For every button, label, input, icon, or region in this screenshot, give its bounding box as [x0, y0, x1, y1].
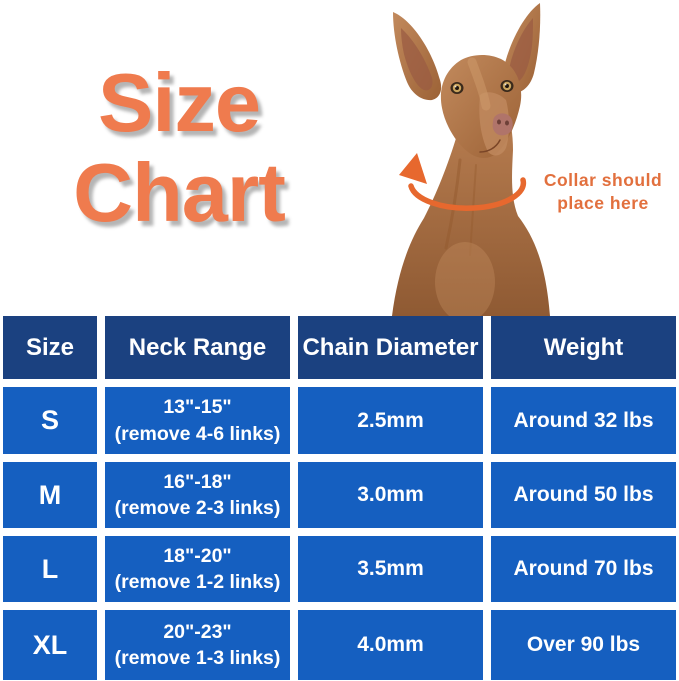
neck-range-value: 13"-15": [163, 396, 232, 419]
col-header-chain-diameter: Chain Diameter: [298, 316, 483, 379]
col-header-weight: Weight: [491, 316, 676, 379]
neck-range-cell-s: 13"-15" (remove 4-6 links): [105, 387, 290, 454]
dog-ears: [393, 3, 541, 101]
weight-cell-s: Around 32 lbs: [491, 387, 676, 454]
neck-range-note: (remove 2-3 links): [114, 497, 281, 519]
neck-range-cell-xl: 20"-23" (remove 1-3 links): [105, 610, 290, 680]
size-cell-l: L: [3, 536, 97, 602]
col-header-neck-range: Neck Range: [105, 316, 290, 379]
size-cell-m: M: [3, 462, 97, 528]
collar-arrow-icon: [399, 153, 527, 211]
size-cell-xl: XL: [3, 610, 97, 680]
page-title: Size Chart: [45, 58, 313, 237]
dog-eyes: [450, 80, 514, 94]
neck-range-note: (remove 4-6 links): [114, 422, 281, 445]
dog-neck-body: [392, 120, 550, 316]
neck-range-value: 18"-20": [163, 544, 232, 567]
dog-head: [440, 54, 522, 158]
neck-range-value: 20"-23": [163, 620, 232, 643]
title-line-2: Chart: [73, 145, 286, 239]
size-cell-s: S: [3, 387, 97, 454]
chain-diameter-cell-s: 2.5mm: [298, 387, 483, 454]
chain-diameter-cell-l: 3.5mm: [298, 536, 483, 602]
neck-range-note: (remove 1-2 links): [114, 571, 281, 593]
neck-range-value: 16"-18": [163, 470, 232, 493]
hero-section: Size Chart: [0, 0, 679, 316]
collar-note-line-1: Collar should: [543, 170, 663, 190]
collar-note-line-2: place here: [557, 193, 649, 214]
neck-range-note: (remove 1-3 links): [114, 647, 281, 669]
dog-nose: [479, 113, 513, 153]
weight-cell-l: Around 70 lbs: [491, 536, 676, 602]
weight-cell-xl: Over 90 lbs: [491, 610, 676, 680]
weight-cell-m: Around 50 lbs: [491, 462, 676, 528]
title-line-1: Size: [97, 56, 261, 149]
size-chart-table: Size Neck Range Chain Diameter Weight S …: [0, 316, 679, 681]
collar-placement-note: Collar should place here: [528, 169, 678, 215]
chain-diameter-cell-m: 3.0mm: [298, 462, 483, 528]
chain-diameter-cell-xl: 4.0mm: [298, 610, 483, 680]
col-header-size: Size: [3, 316, 97, 379]
neck-range-cell-m: 16"-18" (remove 2-3 links): [105, 462, 290, 528]
dog-photo-illustration: [392, 3, 550, 316]
neck-range-cell-l: 18"-20" (remove 1-2 links): [105, 536, 290, 602]
